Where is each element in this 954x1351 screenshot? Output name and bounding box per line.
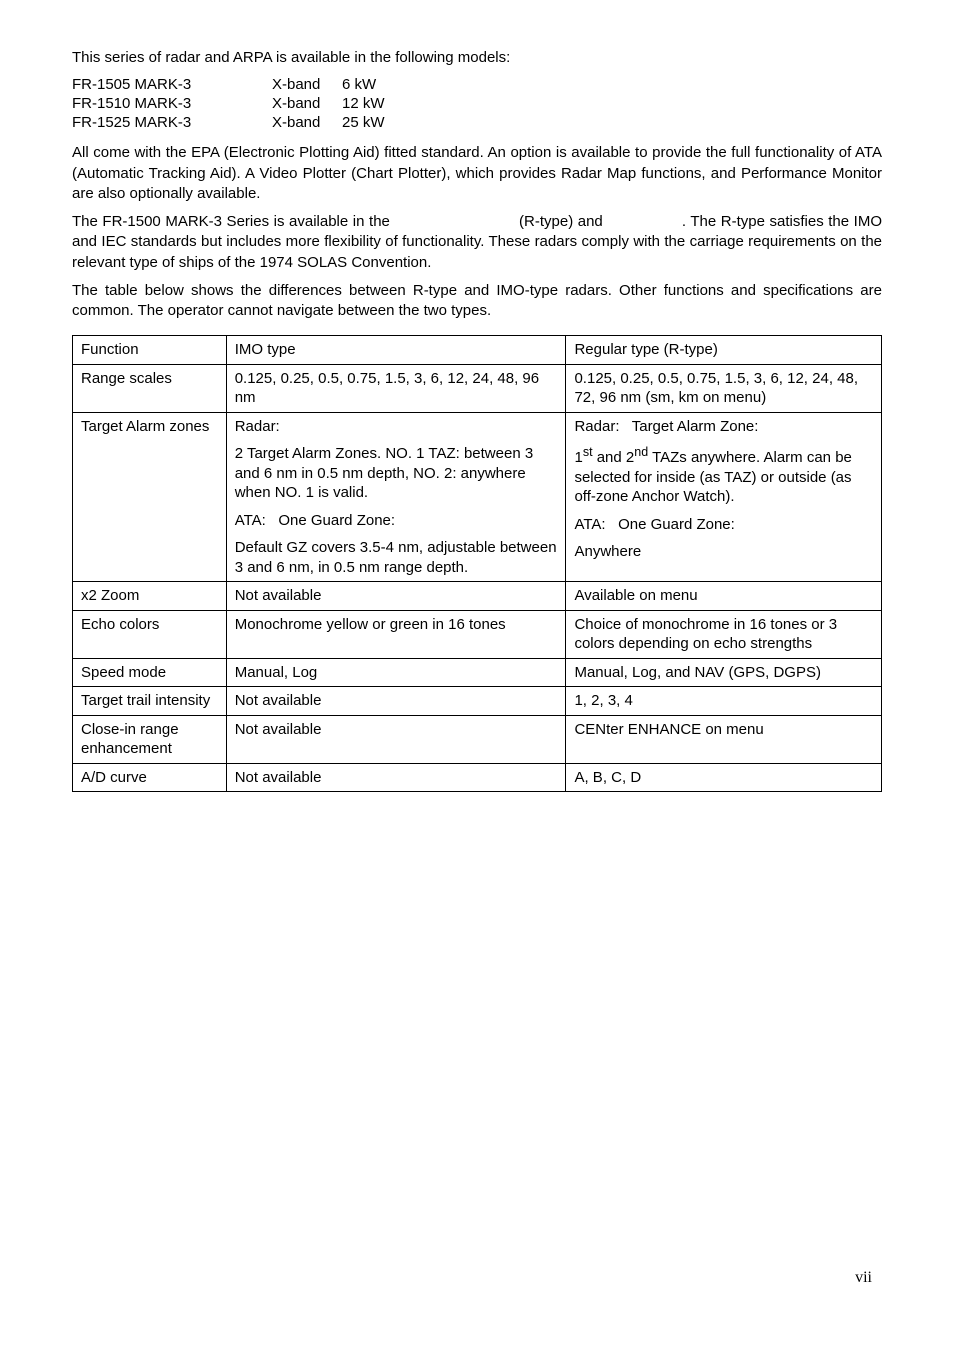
table-row: Close-in range enhancement Not available… [73,715,882,763]
header-cell-imo: IMO type [226,336,566,365]
model-band: X-band [272,76,342,93]
header-cell-function: Function [73,336,227,365]
text-span: and 2 [593,449,635,466]
model-row: FR-1510 MARK-3 X-band 12 kW [72,95,882,112]
intro-paragraph: This series of radar and ARPA is availab… [72,48,882,68]
table-row: x2 Zoom Not available Available on menu [73,582,882,611]
superscript: st [583,445,593,459]
cell-function: x2 Zoom [73,582,227,611]
text-span: 1 [574,449,582,466]
cell-text: Radar: Target Alarm Zone: [574,417,873,437]
cell-text: 1st and 2nd TAZs anywhere. Alarm can be … [574,444,873,507]
cell-regular: Available on menu [566,582,882,611]
table-row: Speed mode Manual, Log Manual, Log, and … [73,658,882,687]
cell-function: Close-in range enhancement [73,715,227,763]
model-name: FR-1510 MARK-3 [72,95,272,112]
cell-regular: 1, 2, 3, 4 [566,687,882,716]
paragraph-1: All come with the EPA (Electronic Plotti… [72,143,882,204]
cell-regular: Choice of monochrome in 16 tones or 3 co… [566,610,882,658]
header-cell-regular: Regular type (R-type) [566,336,882,365]
cell-imo: Monochrome yellow or green in 16 tones [226,610,566,658]
cell-text: ATA: One Guard Zone: [574,515,873,535]
cell-function: Range scales [73,364,227,412]
cell-imo: Not available [226,687,566,716]
model-row: FR-1525 MARK-3 X-band 25 kW [72,114,882,131]
cell-text: Anywhere [574,542,873,562]
cell-imo: 0.125, 0.25, 0.5, 0.75, 1.5, 3, 6, 12, 2… [226,364,566,412]
cell-imo: Not available [226,763,566,792]
table-header-row: Function IMO type Regular type (R-type) [73,336,882,365]
cell-regular: 0.125, 0.25, 0.5, 0.75, 1.5, 3, 6, 12, 2… [566,364,882,412]
cell-text: Default GZ covers 3.5-4 nm, adjustable b… [235,538,558,577]
paragraph-3: The table below shows the differences be… [72,281,882,322]
cell-text: 2 Target Alarm Zones. NO. 1 TAZ: between… [235,444,558,503]
cell-imo: Manual, Log [226,658,566,687]
cell-imo: Radar: 2 Target Alarm Zones. NO. 1 TAZ: … [226,412,566,582]
model-name: FR-1525 MARK-3 [72,114,272,131]
page-number: vii [855,1269,872,1287]
page-container: This series of radar and ARPA is availab… [0,0,954,1351]
cell-regular: Manual, Log, and NAV (GPS, DGPS) [566,658,882,687]
model-name: FR-1505 MARK-3 [72,76,272,93]
model-row: FR-1505 MARK-3 X-band 6 kW [72,76,882,93]
model-band: X-band [272,95,342,112]
superscript: nd [634,445,648,459]
cell-text: ATA: One Guard Zone: [235,511,558,531]
cell-function: A/D curve [73,763,227,792]
cell-function: Target Alarm zones [73,412,227,582]
table-row: A/D curve Not available A, B, C, D [73,763,882,792]
cell-regular: A, B, C, D [566,763,882,792]
cell-imo: Not available [226,715,566,763]
table-row: Target trail intensity Not available 1, … [73,687,882,716]
model-band: X-band [272,114,342,131]
table-row: Target Alarm zones Radar: 2 Target Alarm… [73,412,882,582]
cell-function: Target trail intensity [73,687,227,716]
comparison-table: Function IMO type Regular type (R-type) … [72,335,882,792]
para2-b: (R-type) and [519,213,603,230]
cell-text: Radar: [235,417,558,437]
model-list: FR-1505 MARK-3 X-band 6 kW FR-1510 MARK-… [72,76,882,131]
paragraph-2: The FR-1500 MARK-3 Series is available i… [72,212,882,273]
cell-imo: Not available [226,582,566,611]
cell-function: Echo colors [73,610,227,658]
model-power: 6 kW [342,76,402,93]
cell-regular: Radar: Target Alarm Zone: 1st and 2nd TA… [566,412,882,582]
cell-regular: CENter ENHANCE on menu [566,715,882,763]
table-row: Range scales 0.125, 0.25, 0.5, 0.75, 1.5… [73,364,882,412]
model-power: 12 kW [342,95,402,112]
table-row: Echo colors Monochrome yellow or green i… [73,610,882,658]
para2-a: The FR-1500 MARK-3 Series is available i… [72,213,390,230]
model-power: 25 kW [342,114,402,131]
cell-function: Speed mode [73,658,227,687]
